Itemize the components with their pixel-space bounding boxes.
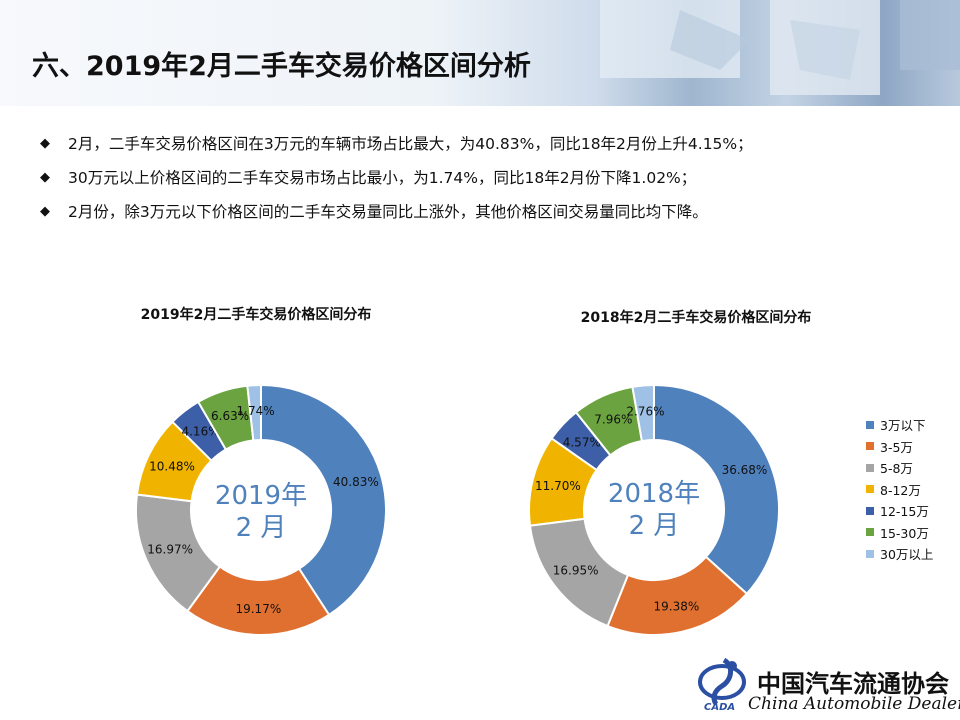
- legend-item-over-30w: 30万以上: [866, 543, 933, 565]
- donut-2019-slice-under-3w: [260, 383, 387, 617]
- donut-2018-label-12-15w: 4.57%: [563, 435, 601, 449]
- bullet-text: 2月，二手车交易价格区间在3万元的车辆市场占比最大，为40.83%，同比18年2…: [68, 135, 753, 153]
- donut-2018-slice-over-30w: [631, 383, 655, 443]
- donut-2018-label-8-12w: 11.70%: [535, 479, 581, 493]
- legend-swatch: [866, 420, 874, 429]
- bullet-item: ◆ 2月份，除3万元以下价格区间的二手车交易量同比上涨外，其他价格区间交易量同比…: [40, 200, 753, 234]
- donut-2018-label-15-30w: 7.96%: [594, 413, 632, 427]
- donut-2018-slice-under-3w: [653, 383, 780, 596]
- legend-label: 15-30万: [880, 525, 929, 541]
- donut-2018-center-label: 2 月: [629, 511, 680, 541]
- donut-2019-label-3-5w: 19.17%: [235, 602, 281, 616]
- legend-item-8-12w: 8-12万: [866, 479, 933, 501]
- page-title: 六、2019年2月二手车交易价格区间分析: [32, 51, 531, 82]
- bullet-item: ◆ 30万元以上价格区间的二手车交易市场占比最小，为1.74%，同比18年2月份…: [40, 166, 753, 200]
- legend-swatch: [866, 442, 874, 451]
- bullet-text: 30万元以上价格区间的二手车交易市场占比最小，为1.74%，同比18年2月份下降…: [68, 169, 697, 187]
- donut-2019-center-label: 2019年: [215, 481, 307, 511]
- donut-2019-label-12-15w: 4.16%: [181, 425, 219, 439]
- logo-text: CADA: [704, 702, 735, 712]
- bullet-text: 2月份，除3万元以下价格区间的二手车交易量同比上涨外，其他价格区间交易量同比均下…: [68, 203, 708, 221]
- donut-2018-label-5-8w: 16.95%: [553, 564, 599, 578]
- legend-swatch: [866, 506, 874, 515]
- bullet-item: ◆ 2月，二手车交易价格区间在3万元的车辆市场占比最大，为40.83%，同比18…: [40, 132, 753, 166]
- legend-label: 3万以下: [880, 418, 926, 434]
- donut-2019-label-15-30w: 6.63%: [211, 409, 249, 423]
- chart-2019-title: 2019年2月二手车交易价格区间分布: [140, 307, 372, 323]
- donut-2018-center-label: 2018年: [608, 479, 700, 509]
- legend-item-under-3w: 3万以下: [866, 414, 933, 436]
- legend-label: 8-12万: [880, 482, 921, 498]
- legend-label: 30万以上: [880, 547, 934, 563]
- chart-2018-title: 2018年2月二手车交易价格区间分布: [580, 310, 812, 326]
- legend-item-12-15w: 12-15万: [866, 500, 933, 522]
- donut-2018-label-3-5w: 19.38%: [654, 599, 700, 613]
- donut-2019-slice-over-30w: [246, 383, 262, 442]
- header-banner: [0, 0, 960, 106]
- org-name-cn: 中国汽车流通协会: [757, 670, 949, 698]
- summary-bullets: ◆ 2月，二手车交易价格区间在3万元的车辆市场占比最大，为40.83%，同比18…: [40, 132, 753, 234]
- legend-item-15-30w: 15-30万: [866, 522, 933, 544]
- legend-swatch: [866, 528, 874, 537]
- donut-2019-center-label: 2 月: [236, 513, 287, 543]
- legend-label: 3-5万: [880, 439, 913, 455]
- donut-2018-label-over-30w: 2.76%: [626, 404, 664, 418]
- legend-label: 12-15万: [880, 504, 929, 520]
- donut-2018-label-under-3w: 36.68%: [722, 463, 768, 477]
- diamond-bullet-icon: ◆: [40, 170, 50, 185]
- donut-2019-label-under-3w: 40.83%: [333, 475, 379, 489]
- donut-2019-label-5-8w: 16.97%: [147, 542, 193, 556]
- legend-swatch: [866, 485, 874, 494]
- header-decoration: [600, 0, 960, 95]
- diamond-bullet-icon: ◆: [40, 136, 50, 151]
- chart-legend: 3万以下 3-5万 5-8万 8-12万 12-15万 15-30万 30万以上: [866, 414, 933, 565]
- legend-item-3-5w: 3-5万: [866, 436, 933, 458]
- legend-swatch: [866, 549, 874, 558]
- diamond-bullet-icon: ◆: [40, 204, 50, 219]
- legend-label: 5-8万: [880, 461, 913, 477]
- legend-item-5-8w: 5-8万: [866, 457, 933, 479]
- legend-swatch: [866, 463, 874, 472]
- donut-2019-label-over-30w: 1.74%: [237, 404, 275, 418]
- cada-logo-icon: CADA: [698, 657, 746, 712]
- org-name-en: China Automobile Dealers: [748, 694, 960, 714]
- donut-2019-label-8-12w: 10.48%: [149, 460, 195, 474]
